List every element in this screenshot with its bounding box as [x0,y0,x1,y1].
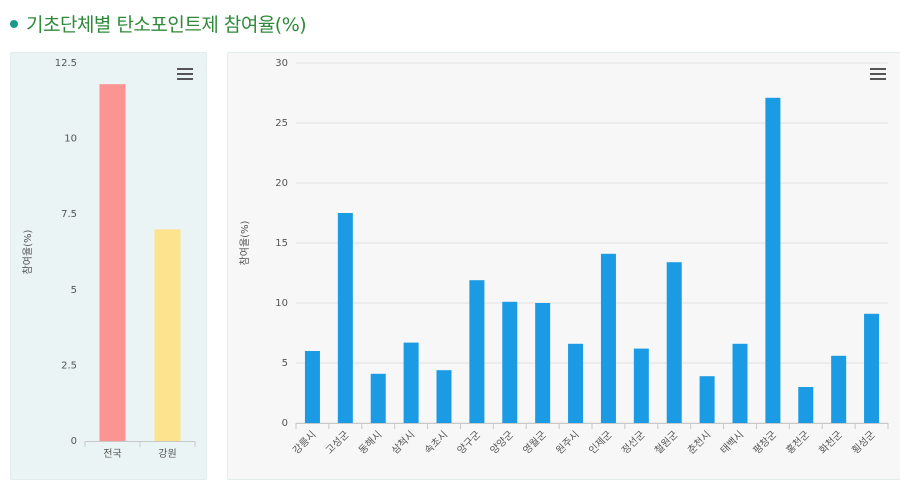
bar [535,303,551,423]
bar [337,213,353,423]
y-tick-label: 7.5 [61,209,77,220]
x-tick-label: 강릉시 [291,429,319,457]
x-tick-label: 양양군 [488,429,516,457]
x-tick-label: 영월군 [521,429,549,457]
bar [864,313,880,423]
bar [765,97,781,424]
y-tick-label: 15 [275,238,288,249]
x-tick-label: 삼척시 [389,429,417,457]
x-tick-label: 속초시 [422,429,450,457]
x-tick-label: 전국 [103,448,121,460]
y-tick-label: 12.5 [55,58,77,69]
x-tick-label: 춘천시 [685,429,713,457]
x-tick-label: 동해시 [356,428,385,457]
national-vs-gangwon-chart: 0 2.5 5 7.5 10 12.5 참여율(%) 전국 강원 [22,58,196,460]
municipality-participation-chart: 0 5 10 15 20 25 30 참여율(%) 강릉시 고성군 동해시 삼척시 속초시 양구군 양양군 영… [239,58,889,457]
y-axis-label: 참여율(%) [22,229,34,274]
y-tick-label: 25 [275,118,288,129]
y-tick-label: 5 [282,358,288,369]
bar [699,376,715,423]
y-tick-label: 0 [71,436,77,447]
municipality-chart-panel: 0 5 10 15 20 25 30 참여율(%) 강릉시 고성군 동해시 삼척시 속초시 양구군 양양군 영… [227,52,900,480]
x-tick-label: 인제군 [587,429,615,457]
page-title-text: 기초단체별 탄소포인트제 참여율(%) [26,14,307,36]
x-tick-label: 평창군 [751,429,779,457]
x-tick-label: 강원 [158,448,176,460]
x-tick-label: 정선군 [619,429,647,457]
y-tick-label: 30 [275,58,288,69]
y-tick-label: 10 [64,134,77,145]
bar [469,280,485,423]
chart-menu-icon[interactable] [174,65,196,83]
bar [154,229,181,441]
bar [370,373,386,423]
bar [99,84,126,441]
bar [304,351,320,423]
bar [600,253,616,423]
x-tick-label: 태백시 [718,429,746,457]
bar [502,301,518,423]
bar [568,343,584,423]
bar [403,342,419,423]
bar [666,262,682,423]
page-title: 기초단체별 탄소포인트제 참여율(%) [10,10,307,37]
bullet-dot-icon [10,19,18,28]
x-tick-label: 원주시 [554,429,582,457]
x-tick-label: 홍천군 [783,428,812,457]
y-tick-label: 2.5 [61,360,77,371]
bar [633,348,649,423]
bar [831,355,847,423]
y-tick-label: 20 [275,178,288,189]
x-tick-label: 고성군 [323,429,351,457]
bar [732,343,748,423]
x-tick-label: 화천군 [817,429,845,457]
y-tick-label: 5 [71,285,77,296]
y-tick-label: 0 [282,418,288,429]
y-axis-label: 참여율(%) [239,220,251,265]
national-vs-gangwon-chart-panel: 0 2.5 5 7.5 10 12.5 참여율(%) 전국 강원 [10,52,207,480]
bar [798,387,814,423]
x-tick-label: 양구군 [455,429,483,457]
bar [436,370,452,423]
x-tick-label: 철원군 [652,429,680,457]
chart-menu-icon[interactable] [867,65,889,83]
x-tick-label: 횡성군 [850,429,878,457]
y-tick-label: 10 [275,298,288,309]
